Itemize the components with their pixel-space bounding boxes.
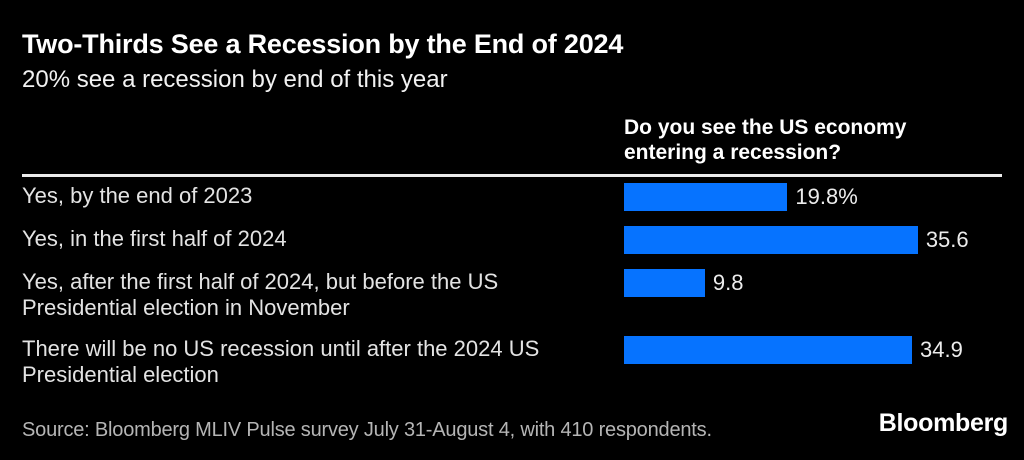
chart-row: Yes, by the end of 2023 19.8% xyxy=(22,183,1002,211)
bar-value-label: 35.6 xyxy=(925,227,969,252)
category-label: Yes, after the first half of 2024, but b… xyxy=(22,269,499,320)
page-title: Two-Thirds See a Recession by the End of… xyxy=(22,29,624,59)
category-label: There will be no US recession until afte… xyxy=(22,336,540,387)
bar xyxy=(624,226,918,254)
category-label: Yes, in the first half of 2024 xyxy=(22,226,287,251)
bar-area: 9.8 xyxy=(624,269,1002,321)
bar-value-label: 19.8% xyxy=(795,184,858,209)
bar xyxy=(624,336,913,364)
chart-row: Yes, in the first half of 2024 35.6 xyxy=(22,226,1002,254)
bar-area: 34.9 xyxy=(624,336,1002,388)
category-label: Yes, by the end of 2023 xyxy=(22,183,253,208)
chart-row: There will be no US recession until afte… xyxy=(22,336,1002,388)
chart-row: Yes, after the first half of 2024, but b… xyxy=(22,269,1002,321)
bar-value-label: 34.9 xyxy=(920,337,963,362)
bloomberg-logo: Bloomberg xyxy=(878,409,1009,437)
page-subtitle: 20% see a recession by end of this year xyxy=(22,66,448,93)
axis-top-rule xyxy=(22,174,1002,177)
bar-value-label: 9.8 xyxy=(712,270,744,295)
survey-question: Do you see the US economy entering a rec… xyxy=(624,116,907,164)
bar xyxy=(624,269,705,297)
bar-area: 35.6 xyxy=(624,226,1002,254)
bar xyxy=(624,183,788,211)
bar-chart: Yes, by the end of 2023 19.8% Yes, in the … xyxy=(22,183,1002,388)
bar-area: 19.8% xyxy=(624,183,1002,211)
source-note: Source: Bloomberg MLIV Pulse survey July… xyxy=(22,419,712,441)
